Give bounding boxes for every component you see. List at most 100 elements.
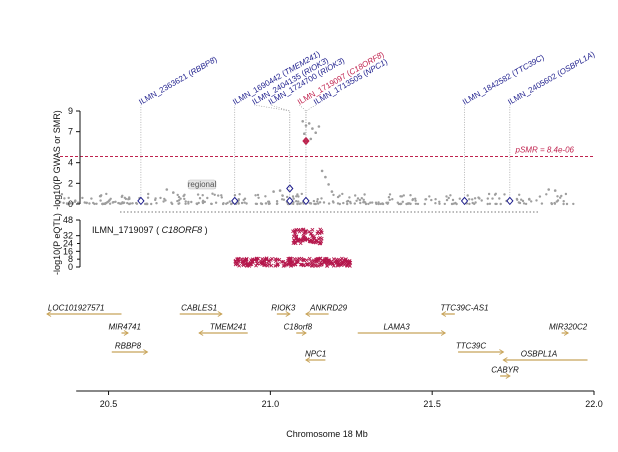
gwas-point	[345, 200, 349, 203]
smr-probe-id: ILMN_2363621 (	[137, 69, 193, 107]
eqtl-y-tick-label: 8	[68, 254, 73, 264]
gene-feature: NPC1	[305, 350, 326, 363]
eqtl-point	[315, 238, 320, 243]
gene-label: TTC39C-AS1	[441, 304, 489, 313]
smr-probe-marker	[506, 196, 514, 206]
gwas-point	[471, 198, 474, 201]
gwas-point	[85, 201, 88, 205]
eqtl-point-stroke	[318, 256, 323, 261]
gwas-point	[486, 202, 489, 206]
gwas-point	[318, 201, 322, 204]
eqtl-point	[331, 261, 336, 266]
eqtl-point-stroke	[293, 240, 297, 245]
eqtl-point-stroke	[316, 263, 320, 268]
gene-label: RBBP8	[115, 342, 142, 351]
gene-strand-arrow	[440, 330, 447, 336]
gwas-point	[388, 193, 392, 196]
gwas-y-tick-label: 2	[68, 178, 73, 188]
eqtl-point	[293, 240, 297, 245]
gwas-point	[445, 198, 449, 202]
gwas-y-tick-label: 0	[68, 199, 73, 209]
gwas-point	[176, 193, 179, 197]
gwas-point	[145, 202, 148, 205]
gwas-point	[320, 169, 324, 173]
eqtl-point	[285, 259, 290, 263]
eqtl-point	[307, 256, 312, 261]
gene-feature: TTC39C	[456, 342, 505, 355]
gwas-point	[362, 198, 365, 201]
gwas-point	[292, 197, 295, 200]
gene-feature: TTC39C-AS1	[441, 304, 489, 317]
gwas-point	[245, 202, 248, 205]
gwas-point	[101, 202, 104, 206]
gwas-peak-points	[165, 120, 557, 194]
gwas-point	[530, 200, 533, 203]
gwas-point	[154, 197, 157, 200]
gwas-point	[98, 195, 102, 198]
gwas-point	[445, 195, 448, 198]
gene-strand-arrow	[285, 311, 291, 317]
eqtl-point-stroke	[340, 259, 345, 264]
gwas-point	[556, 195, 559, 198]
eqtl-point-stroke	[245, 261, 250, 266]
threshold-label: pSMR = 8.4e-06	[515, 145, 575, 154]
gwas-point	[572, 202, 575, 206]
eqtl-point	[269, 263, 274, 268]
gwas-point	[565, 202, 569, 206]
gwas-point	[60, 193, 64, 196]
gwas-point	[391, 198, 394, 201]
gwas-point	[487, 192, 491, 196]
gene-feature: CABLES1	[179, 304, 223, 317]
eqtl-point-stroke	[309, 231, 314, 236]
gwas-point	[187, 200, 190, 204]
eqtl-point-stroke	[292, 238, 296, 243]
gwas-point	[480, 199, 483, 202]
gwas-point	[162, 200, 165, 203]
eqtl-point-stroke	[275, 262, 280, 267]
gwas-point	[109, 197, 112, 200]
eqtl-point-stroke	[309, 259, 313, 264]
eqtl-point-stroke	[331, 261, 336, 266]
eqtl-point-stroke	[283, 261, 288, 265]
eqtl-point	[294, 260, 299, 264]
gwas-point	[430, 198, 433, 202]
gwas-point	[131, 202, 134, 205]
eqtl-point-stroke	[249, 260, 254, 264]
x-axis-label: Chromosome 18 Mb	[286, 429, 368, 439]
gwas-point	[126, 201, 129, 205]
gwas-point	[159, 196, 162, 200]
gwas-point	[66, 202, 69, 206]
eqtl-point	[310, 234, 315, 239]
gwas-point	[402, 194, 405, 197]
eqtl-point-stroke	[275, 263, 280, 268]
gwas-point	[225, 202, 228, 205]
gwas-point	[177, 195, 181, 199]
gwas-point	[222, 202, 225, 205]
gwas-point	[281, 194, 284, 197]
eqtl-point-stroke	[307, 229, 312, 234]
eqtl-point	[297, 229, 302, 234]
gene-feature: TMEM241	[198, 323, 248, 336]
gwas-point	[242, 198, 245, 202]
smr-probe-close: )	[212, 55, 219, 64]
gwas-panel: pSMR = 8.4e-06 regional 0 2 4 7 9 ILMN_23636…	[52, 49, 597, 213]
gwas-point	[414, 197, 417, 200]
gwas-point	[292, 201, 295, 204]
gwas-point	[473, 202, 476, 206]
gwas-point	[559, 196, 562, 199]
eqtl-probe-id: ILMN_1719097	[92, 225, 154, 235]
gwas-point	[257, 196, 260, 199]
smr-probe-marker	[302, 196, 310, 206]
gwas-point	[468, 202, 471, 206]
eqtl-point-stroke	[303, 230, 308, 235]
eqtl-point-stroke	[267, 259, 272, 263]
gwas-background-points	[58, 192, 575, 206]
eqtl-point-stroke	[240, 260, 245, 265]
gwas-point	[311, 127, 314, 130]
eqtl-point	[299, 238, 304, 243]
eqtl-point-stroke	[331, 257, 336, 261]
eqtl-point	[295, 237, 300, 242]
eqtl-panel: 0 16 32 48 24 8 ILMN_1719097 ( C18ORF8 ) -log…	[52, 213, 353, 275]
gwas-point	[349, 202, 352, 205]
